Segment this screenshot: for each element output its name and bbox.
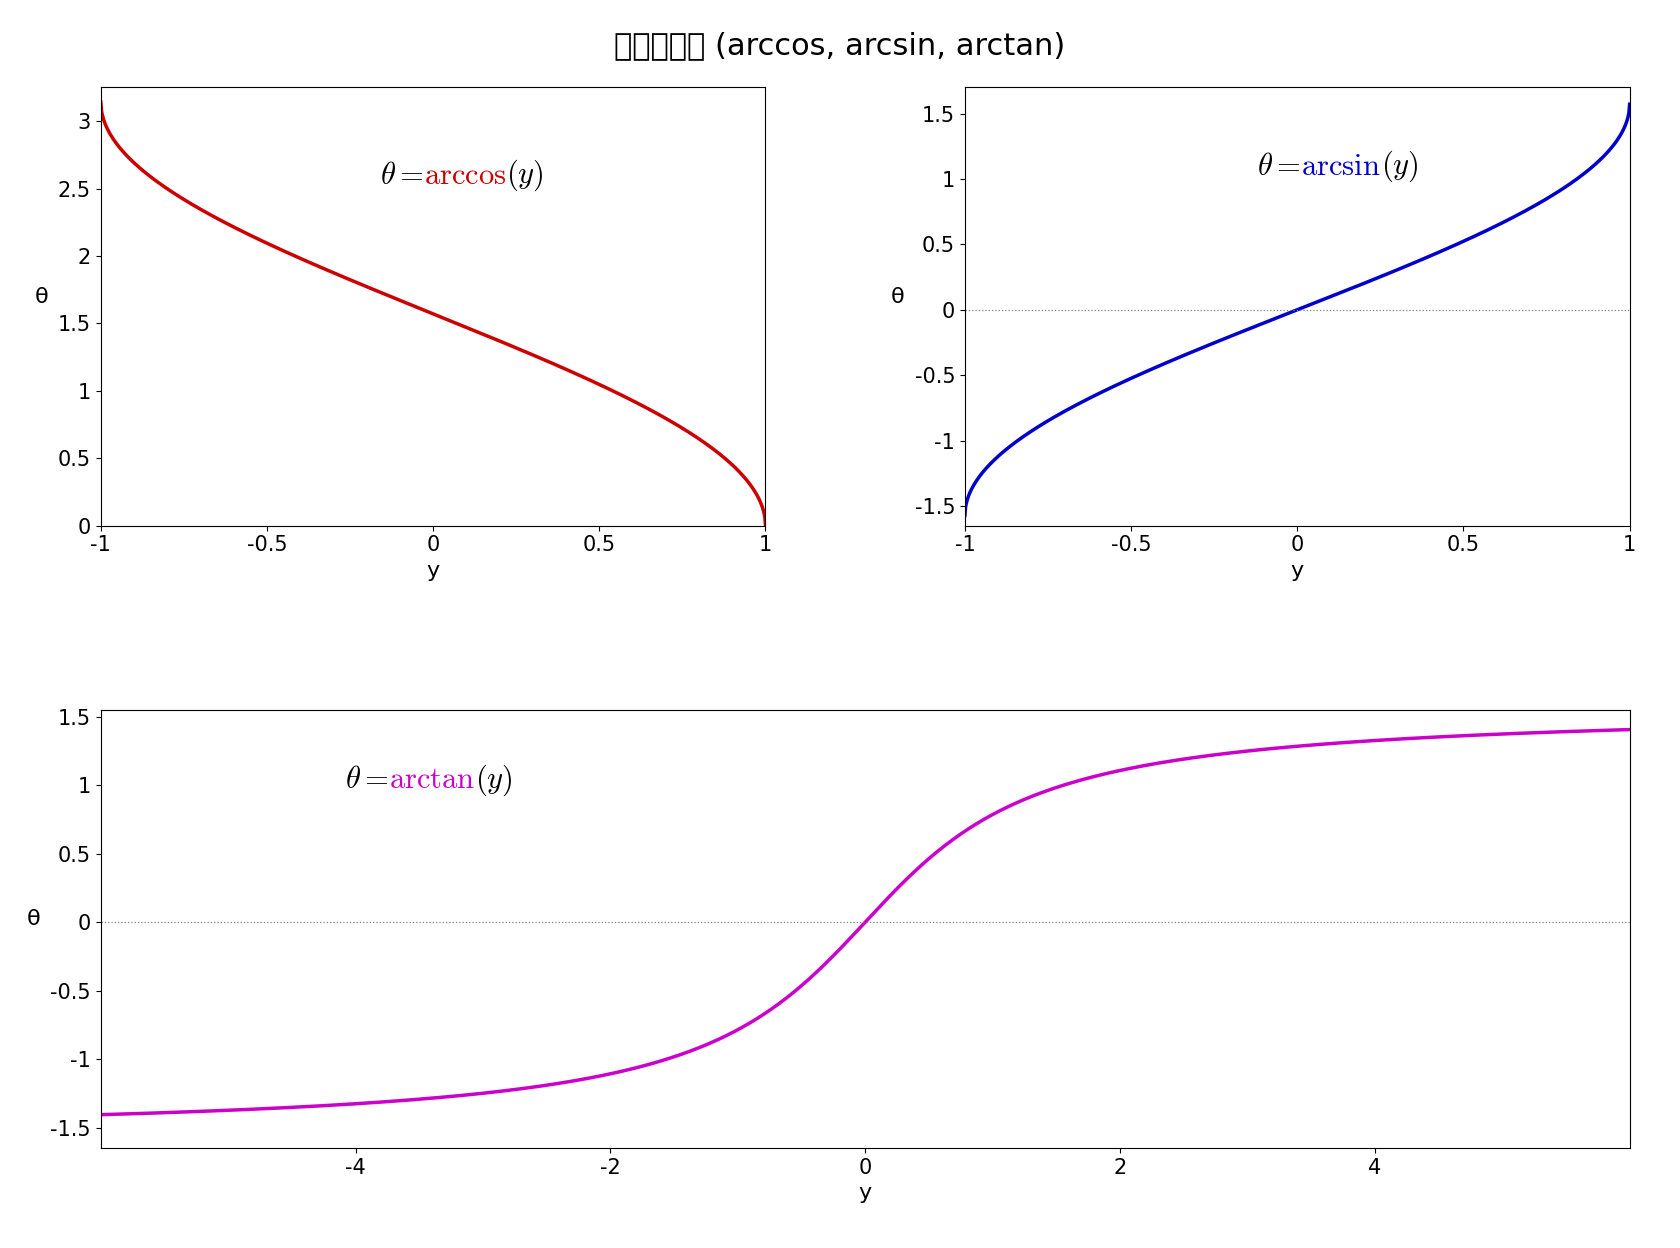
X-axis label: y: y xyxy=(1290,562,1304,582)
Text: $\mathrm{arctan}$: $\mathrm{arctan}$ xyxy=(390,765,475,795)
X-axis label: y: y xyxy=(427,562,440,582)
Text: $\mathrm{arccos}$: $\mathrm{arccos}$ xyxy=(423,160,506,191)
Text: $\theta = $: $\theta = $ xyxy=(346,765,390,795)
Text: $(y)$: $(y)$ xyxy=(506,157,544,192)
Text: $\theta = $: $\theta = $ xyxy=(1257,151,1300,182)
Y-axis label: θ: θ xyxy=(34,287,49,307)
Y-axis label: θ: θ xyxy=(890,287,906,307)
Y-axis label: θ: θ xyxy=(27,909,40,929)
Text: $\theta = $: $\theta = $ xyxy=(380,160,423,191)
X-axis label: y: y xyxy=(858,1183,872,1203)
Text: $\mathrm{arcsin}$: $\mathrm{arcsin}$ xyxy=(1300,151,1381,182)
Text: 역삼각함수 (arccos, arcsin, arctan): 역삼각함수 (arccos, arcsin, arctan) xyxy=(615,31,1065,60)
Text: $(y)$: $(y)$ xyxy=(1381,149,1418,183)
Text: $(y)$: $(y)$ xyxy=(475,763,512,797)
